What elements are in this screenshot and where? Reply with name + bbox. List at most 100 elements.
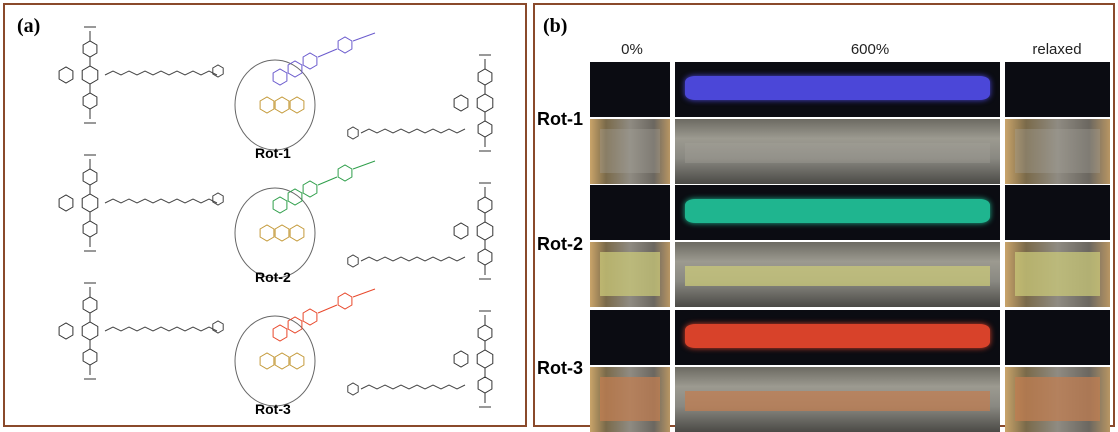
mol-3-left-stopper-top-ring	[82, 296, 98, 314]
mol-1-right-stopper-center-ring	[476, 93, 494, 113]
mol-1-right-chain	[360, 128, 466, 134]
photo-ambient-3-relaxed	[1005, 367, 1110, 432]
mol-3-core-ring-1	[259, 352, 275, 370]
mol-3-emitter-tail	[352, 288, 376, 298]
column-header-relaxed: relaxed	[1032, 41, 1082, 58]
mol-2-emitter-tail	[352, 160, 376, 170]
mol-3-right-stopper-bottom-ring	[477, 376, 493, 394]
mol-1-macrocycle	[234, 59, 316, 151]
mol-1-emitter-ring-3	[302, 52, 318, 70]
panel-a-label: (a)	[17, 15, 41, 37]
molecule-label-rot-3: Rot-3	[255, 401, 291, 417]
mol-2-emitter-ring-3	[302, 180, 318, 198]
mol-1-triazole-right	[347, 126, 359, 140]
panel-a: (a) Rot-1 Rot-2 Rot-3	[3, 3, 527, 427]
mol-1-left-stopper-left-ring	[58, 66, 74, 84]
mol-2-core-ring-2	[274, 224, 290, 242]
mol-3-emitter-linker	[317, 304, 338, 314]
molecule-structures	[58, 26, 494, 408]
mol-2-left-chain	[104, 198, 218, 204]
photo-uv-1-600pct	[675, 62, 1000, 117]
row-label-rot-1: Rot-1	[537, 109, 583, 129]
photo-ambient-3-600pct	[675, 367, 1000, 432]
mol-2-right-stopper-left-ring	[453, 222, 469, 240]
mol-3-right-stopper-left-ring	[453, 350, 469, 368]
mol-1-core-ring-1	[259, 96, 275, 114]
mol-1-left-stopper-top-ring	[82, 40, 98, 58]
photo-uv-2-0pct	[590, 185, 670, 240]
mol-2-right-stopper-top-ring	[477, 196, 493, 214]
film-ambient	[1015, 377, 1100, 421]
mol-2-core-ring-1	[259, 224, 275, 242]
mol-3-left-stopper-left-ring	[58, 322, 74, 340]
photo-ambient-1-0pct	[590, 119, 670, 184]
mol-2-left-stopper-top-ring	[82, 168, 98, 186]
column-header-0pct: 0%	[621, 41, 643, 58]
mol-1-core-ring-2	[274, 96, 290, 114]
mol-2-right-stopper-bottom-ring	[477, 248, 493, 266]
photo-ambient-1-relaxed	[1005, 119, 1110, 184]
mol-1-emitter-linker	[317, 48, 338, 58]
film-ambient	[600, 129, 660, 173]
mol-3-triazole-left	[212, 320, 224, 334]
mol-2-right-stopper-center-ring	[476, 221, 494, 241]
photo-uv-1-relaxed	[1005, 62, 1110, 117]
mol-2-emitter-linker	[317, 176, 338, 186]
photo-uv-3-0pct	[590, 310, 670, 365]
photo-ambient-2-0pct	[590, 242, 670, 307]
photo-ambient-1-600pct	[675, 119, 1000, 184]
row-label-rot-3: Rot-3	[537, 358, 583, 378]
mol-2-left-stopper-bottom-ring	[82, 220, 98, 238]
photo-uv-3-600pct	[675, 310, 1000, 365]
photo-uv-2-600pct	[675, 185, 1000, 240]
mol-2-left-stopper-center-ring	[81, 193, 99, 213]
panel-b: (b) 0% 600% relaxed Rot-1 Rot-2 Rot-3	[533, 3, 1115, 432]
mol-3-emitter-ring-4	[337, 292, 353, 310]
glowing-film-stretched	[685, 76, 990, 100]
mol-1-right-stopper-bottom-ring	[477, 120, 493, 138]
column-header-600pct: 600%	[850, 41, 890, 58]
mol-2-left-stopper-left-ring	[58, 194, 74, 212]
mol-3-left-stopper-center-ring	[81, 321, 99, 341]
mol-3-emitter-ring-1	[272, 324, 288, 342]
mol-1-right-stopper-left-ring	[453, 94, 469, 112]
photo-uv-1-0pct	[590, 62, 670, 117]
molecule-label-rot-1: Rot-1	[255, 145, 291, 161]
mol-3-triazole-right	[347, 382, 359, 396]
mol-1-triazole-left	[212, 64, 224, 78]
mol-2-emitter-ring-2	[287, 188, 303, 206]
film-ambient	[685, 143, 990, 163]
photo-uv-2-relaxed	[1005, 185, 1110, 240]
mol-3-right-stopper-center-ring	[476, 349, 494, 369]
film-ambient	[685, 266, 990, 286]
mol-3-core-ring-2	[274, 352, 290, 370]
film-ambient	[1015, 252, 1100, 296]
mol-3-right-chain	[360, 384, 466, 390]
mol-1-right-stopper-top-ring	[477, 68, 493, 86]
mol-3-left-stopper-bottom-ring	[82, 348, 98, 366]
mol-1-left-chain	[104, 70, 218, 76]
mol-3-right-stopper-top-ring	[477, 324, 493, 342]
film-ambient	[600, 252, 660, 296]
mol-2-macrocycle	[234, 187, 316, 279]
mol-2-emitter-ring-4	[337, 164, 353, 182]
mol-3-macrocycle	[234, 315, 316, 407]
mol-3-emitter-ring-2	[287, 316, 303, 334]
mol-2-triazole-left	[212, 192, 224, 206]
photo-ambient-3-0pct	[590, 367, 670, 432]
mol-1-emitter-ring-2	[287, 60, 303, 78]
glowing-film-stretched	[685, 324, 990, 348]
molecule-label-rot-2: Rot-2	[255, 269, 291, 285]
mol-2-core-ring-3	[289, 224, 305, 242]
mol-3-emitter-ring-3	[302, 308, 318, 326]
mol-1-left-stopper-bottom-ring	[82, 92, 98, 110]
mol-1-emitter-tail	[352, 32, 376, 42]
mol-1-left-stopper-center-ring	[81, 65, 99, 85]
row-label-rot-2: Rot-2	[537, 234, 583, 254]
mol-3-left-chain	[104, 326, 218, 332]
mol-2-right-chain	[360, 256, 466, 262]
mol-1-emitter-ring-4	[337, 36, 353, 54]
photo-ambient-2-relaxed	[1005, 242, 1110, 307]
mol-1-emitter-ring-1	[272, 68, 288, 86]
photo-ambient-2-600pct	[675, 242, 1000, 307]
